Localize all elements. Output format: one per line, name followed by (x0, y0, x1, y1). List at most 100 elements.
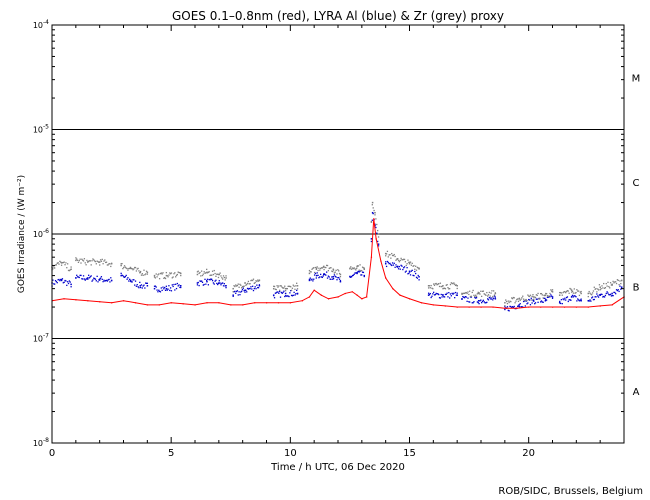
data-point (134, 266, 136, 269)
data-point (94, 260, 97, 263)
data-point (122, 267, 124, 270)
data-point (579, 291, 581, 293)
data-point (410, 270, 413, 272)
data-point (308, 278, 311, 280)
data-point (110, 277, 112, 279)
series-1 (51, 211, 623, 312)
y-axis-ticks: 10-8 10-7 10-6 10-5 10-4 (33, 19, 624, 448)
x-tick-label: 0 (49, 448, 55, 459)
data-point (409, 274, 412, 276)
data-point (518, 306, 521, 308)
data-point (520, 298, 522, 300)
data-point-goes (504, 307, 506, 309)
data-point-key (206, 271, 208, 274)
data-point (258, 284, 261, 286)
data-point (527, 294, 529, 296)
data-point (235, 290, 238, 293)
data-point (85, 278, 87, 280)
data-point-key (339, 273, 342, 276)
data-point-key (196, 282, 199, 284)
data-point (98, 279, 100, 281)
data-point (76, 276, 79, 278)
data-point (218, 280, 220, 282)
data-point-goes (356, 294, 358, 296)
data-point (464, 292, 467, 294)
data-point (481, 300, 484, 303)
data-point (605, 292, 607, 295)
data-point (88, 274, 90, 276)
data-point (397, 259, 400, 262)
data-point (257, 280, 260, 282)
data-point (393, 253, 395, 256)
data-point (507, 309, 509, 312)
data-point-goes (337, 296, 339, 298)
data-point-goes (409, 298, 411, 300)
segment-2-3 (153, 271, 182, 280)
data-point (95, 263, 97, 265)
data-point (212, 273, 215, 276)
data-point (55, 264, 58, 266)
data-point (589, 292, 591, 294)
data-point (535, 298, 538, 300)
data-point-key (456, 294, 458, 296)
data-point (200, 270, 203, 272)
data-point-goes (492, 306, 494, 308)
data-point (514, 302, 516, 304)
data-point-key (620, 279, 623, 282)
data-point (101, 258, 103, 261)
data-point (489, 295, 491, 297)
data-point-key (461, 292, 463, 295)
data-point (215, 279, 217, 281)
data-point (545, 299, 548, 301)
data-point (487, 294, 490, 296)
data-point (68, 269, 71, 272)
data-point-goes (230, 304, 232, 306)
data-point-goes (575, 306, 578, 308)
data-point (597, 296, 600, 298)
data-point (308, 269, 311, 272)
data-point (324, 266, 326, 269)
data-point (273, 285, 275, 287)
data-point (486, 301, 488, 304)
data-point (475, 295, 478, 298)
data-point-key (296, 292, 299, 295)
data-point (427, 292, 430, 294)
data-point-goes (373, 218, 375, 220)
data-point (158, 289, 160, 291)
data-point (443, 287, 446, 289)
data-point-key (218, 282, 220, 284)
data-point (90, 275, 92, 277)
data-point (203, 271, 205, 273)
data-point (494, 296, 496, 298)
data-point (161, 273, 163, 275)
data-point (332, 269, 335, 271)
data-point (164, 289, 167, 291)
data-point (159, 272, 162, 275)
data-point (86, 277, 88, 280)
data-point (202, 273, 204, 275)
data-point (594, 288, 596, 290)
data-point-goes (218, 302, 220, 304)
data-point (143, 284, 145, 286)
data-point (414, 270, 416, 273)
data-point (539, 301, 542, 303)
data-point (463, 297, 466, 299)
data-point (313, 271, 316, 274)
data-point (325, 274, 327, 276)
data-point (609, 282, 612, 284)
data-point (245, 284, 247, 286)
data-point (588, 290, 590, 293)
data-point (569, 299, 571, 301)
data-point-key (70, 283, 72, 286)
data-point (603, 296, 606, 298)
data-point (240, 290, 243, 292)
data-point (214, 280, 216, 282)
data-point (329, 267, 331, 269)
data-point (245, 289, 247, 291)
data-point (485, 302, 487, 304)
data-point (291, 295, 294, 297)
data-point (177, 271, 179, 273)
data-point (452, 283, 454, 285)
data-point (108, 278, 110, 281)
data-point-key (408, 270, 411, 273)
